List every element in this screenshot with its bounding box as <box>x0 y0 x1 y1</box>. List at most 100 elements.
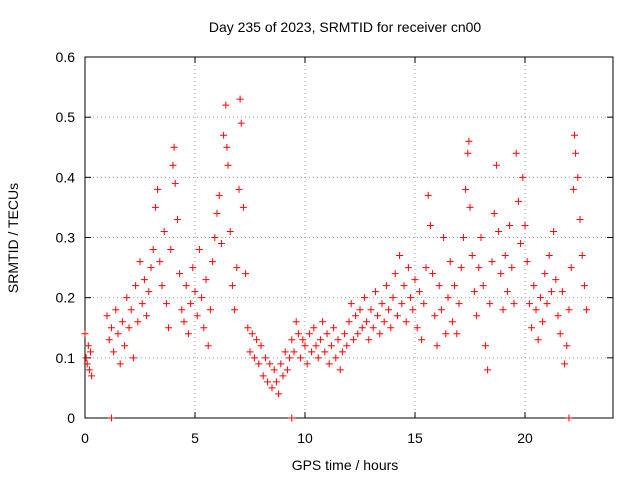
data-point <box>380 318 388 326</box>
data-point <box>525 300 533 308</box>
data-point <box>387 324 395 332</box>
data-point <box>160 227 168 235</box>
data-point <box>268 384 276 392</box>
data-point <box>220 131 228 139</box>
data-point <box>484 366 492 374</box>
y-tick-label: 0.1 <box>56 350 76 366</box>
data-point <box>189 264 197 272</box>
data-point <box>385 306 393 314</box>
data-point <box>154 185 162 193</box>
data-point <box>129 354 137 362</box>
data-point <box>310 324 318 332</box>
data-point <box>578 252 586 260</box>
data-point <box>167 246 175 254</box>
data-point <box>103 312 111 320</box>
data-point <box>236 95 244 103</box>
data-point <box>418 336 426 344</box>
data-point <box>435 282 443 290</box>
data-point <box>369 324 377 332</box>
data-point <box>314 354 322 362</box>
data-point <box>550 227 558 235</box>
data-point <box>367 306 375 314</box>
data-point <box>290 348 298 356</box>
data-point <box>244 324 252 332</box>
data-point <box>374 312 382 320</box>
data-point <box>228 282 236 290</box>
data-point <box>277 360 285 368</box>
data-point <box>580 282 588 290</box>
data-point <box>297 354 305 362</box>
y-tick-label: 0.5 <box>56 109 76 125</box>
data-point <box>173 215 181 223</box>
data-point <box>536 294 544 302</box>
x-tick-label: 15 <box>407 430 423 446</box>
data-point <box>239 203 247 211</box>
data-point <box>171 179 179 187</box>
x-tick-label: 5 <box>191 430 199 446</box>
data-point <box>316 336 324 344</box>
data-point <box>264 378 272 386</box>
data-point <box>349 336 357 344</box>
data-point <box>180 318 188 326</box>
data-point <box>253 336 261 344</box>
data-point <box>261 354 269 362</box>
data-point <box>242 270 250 278</box>
data-point <box>156 258 164 266</box>
data-point <box>404 264 412 272</box>
data-point <box>266 360 274 368</box>
data-point <box>413 324 421 332</box>
data-point <box>510 300 518 308</box>
data-point <box>237 119 245 127</box>
y-tick-label: 0 <box>67 410 75 426</box>
data-point <box>279 372 287 380</box>
data-point <box>204 342 212 350</box>
data-point <box>151 203 159 211</box>
data-point <box>519 173 527 181</box>
data-point <box>558 288 566 296</box>
data-point <box>572 149 580 157</box>
data-point <box>110 348 118 356</box>
data-point <box>235 185 243 193</box>
data-point <box>88 372 96 380</box>
data-point <box>363 318 371 326</box>
data-point <box>257 342 265 350</box>
data-point <box>323 330 331 338</box>
data-point <box>490 209 498 217</box>
data-point <box>217 240 225 248</box>
data-point <box>543 300 551 308</box>
data-point <box>312 342 320 350</box>
data-point <box>457 264 465 272</box>
data-point <box>118 318 126 326</box>
data-point <box>400 282 408 290</box>
data-point <box>338 348 346 356</box>
data-point <box>530 282 538 290</box>
data-point <box>481 342 489 350</box>
data-point <box>308 348 316 356</box>
data-point <box>191 288 199 296</box>
y-tick-label: 0.6 <box>56 49 76 65</box>
data-point <box>499 306 507 314</box>
x-axis-label: GPS time / hours <box>292 457 399 473</box>
data-point <box>82 354 90 362</box>
data-point <box>451 282 459 290</box>
data-point <box>352 312 360 320</box>
data-point <box>422 264 430 272</box>
data-point <box>281 348 289 356</box>
data-point <box>294 330 302 338</box>
data-point <box>303 360 311 368</box>
data-point <box>541 270 549 278</box>
data-point <box>389 294 397 302</box>
data-point <box>226 227 234 235</box>
data-point <box>376 330 384 338</box>
data-point <box>305 330 313 338</box>
data-point <box>158 282 166 290</box>
y-tick-label: 0.2 <box>56 290 76 306</box>
data-point <box>466 203 474 211</box>
data-point <box>209 258 217 266</box>
data-point <box>465 137 473 145</box>
data-point <box>576 215 584 223</box>
data-point <box>85 366 93 374</box>
data-point <box>334 336 342 344</box>
chart-title: Day 235 of 2023, SRMTID for receiver cn0… <box>209 19 482 35</box>
data-point <box>275 390 283 398</box>
